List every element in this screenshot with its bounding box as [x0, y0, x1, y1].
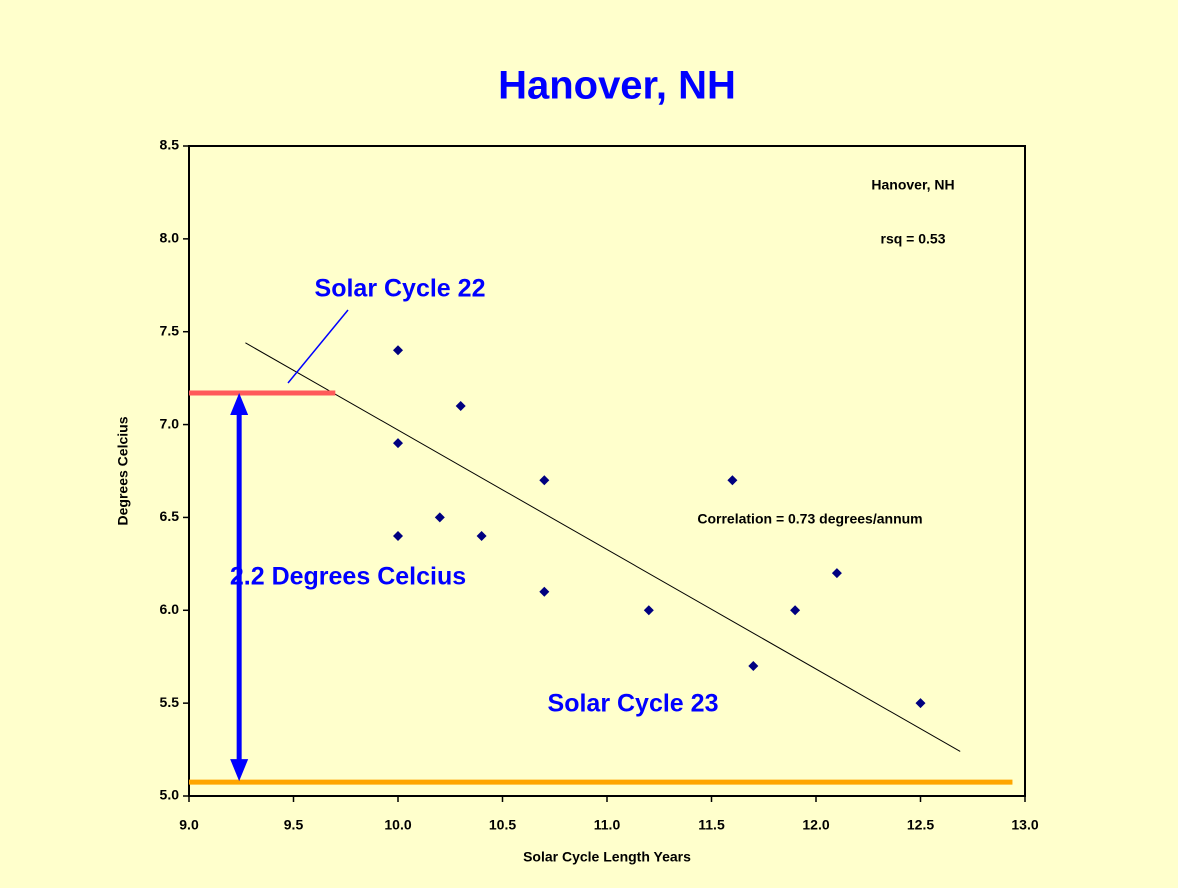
point [748, 661, 759, 671]
y-tick-label: 6.5 [160, 508, 180, 524]
x-tick-label: 12.0 [802, 817, 829, 833]
point [476, 531, 487, 541]
x-tick-label: 11.0 [594, 817, 621, 833]
chart-title: Hanover, NH [498, 64, 736, 108]
point [393, 438, 403, 449]
y-axis-label: Degrees Celcius [115, 416, 131, 525]
point [539, 475, 550, 486]
point [393, 531, 403, 541]
y-tick-label: 6.0 [160, 601, 180, 617]
point [434, 512, 445, 523]
x-axis-label: Solar Cycle Length Years [523, 849, 691, 865]
y-tick-label: 5.0 [160, 787, 180, 803]
arrow-head [230, 759, 249, 782]
trend-line [245, 342, 961, 752]
point [539, 586, 550, 597]
x-tick-label: 13.0 [1011, 817, 1038, 833]
annotation: Hanover, NH [871, 177, 954, 193]
annotation: Solar Cycle 22 [315, 275, 486, 303]
annotation: rsq = 0.53 [881, 231, 946, 247]
annotation: Solar Cycle 23 [548, 690, 719, 718]
y-tick-label: 5.5 [160, 694, 180, 710]
x-tick-label: 11.5 [698, 817, 725, 833]
x-tick-label: 10.5 [489, 817, 516, 833]
x-tick-label: 9.5 [284, 817, 304, 833]
point [455, 401, 466, 411]
annotation-pointer [287, 309, 349, 384]
plot-border [188, 145, 1026, 797]
x-tick-label: 10.0 [384, 817, 411, 833]
annotation: 2.2 Degrees Celcius [230, 563, 466, 591]
x-tick-label: 12.5 [907, 817, 934, 833]
point [915, 698, 926, 709]
point [727, 475, 738, 486]
y-tick-label: 8.5 [160, 137, 180, 153]
point [393, 345, 403, 356]
x-tick-label: 9.0 [179, 817, 199, 833]
point [831, 568, 842, 579]
point [790, 605, 801, 616]
annotation: Correlation = 0.73 degrees/annum [697, 511, 922, 527]
point [643, 605, 654, 616]
y-tick-label: 7.5 [160, 322, 180, 338]
arrow-head [230, 393, 249, 415]
y-tick-label: 8.0 [160, 230, 180, 246]
y-tick-label: 7.0 [160, 415, 180, 431]
